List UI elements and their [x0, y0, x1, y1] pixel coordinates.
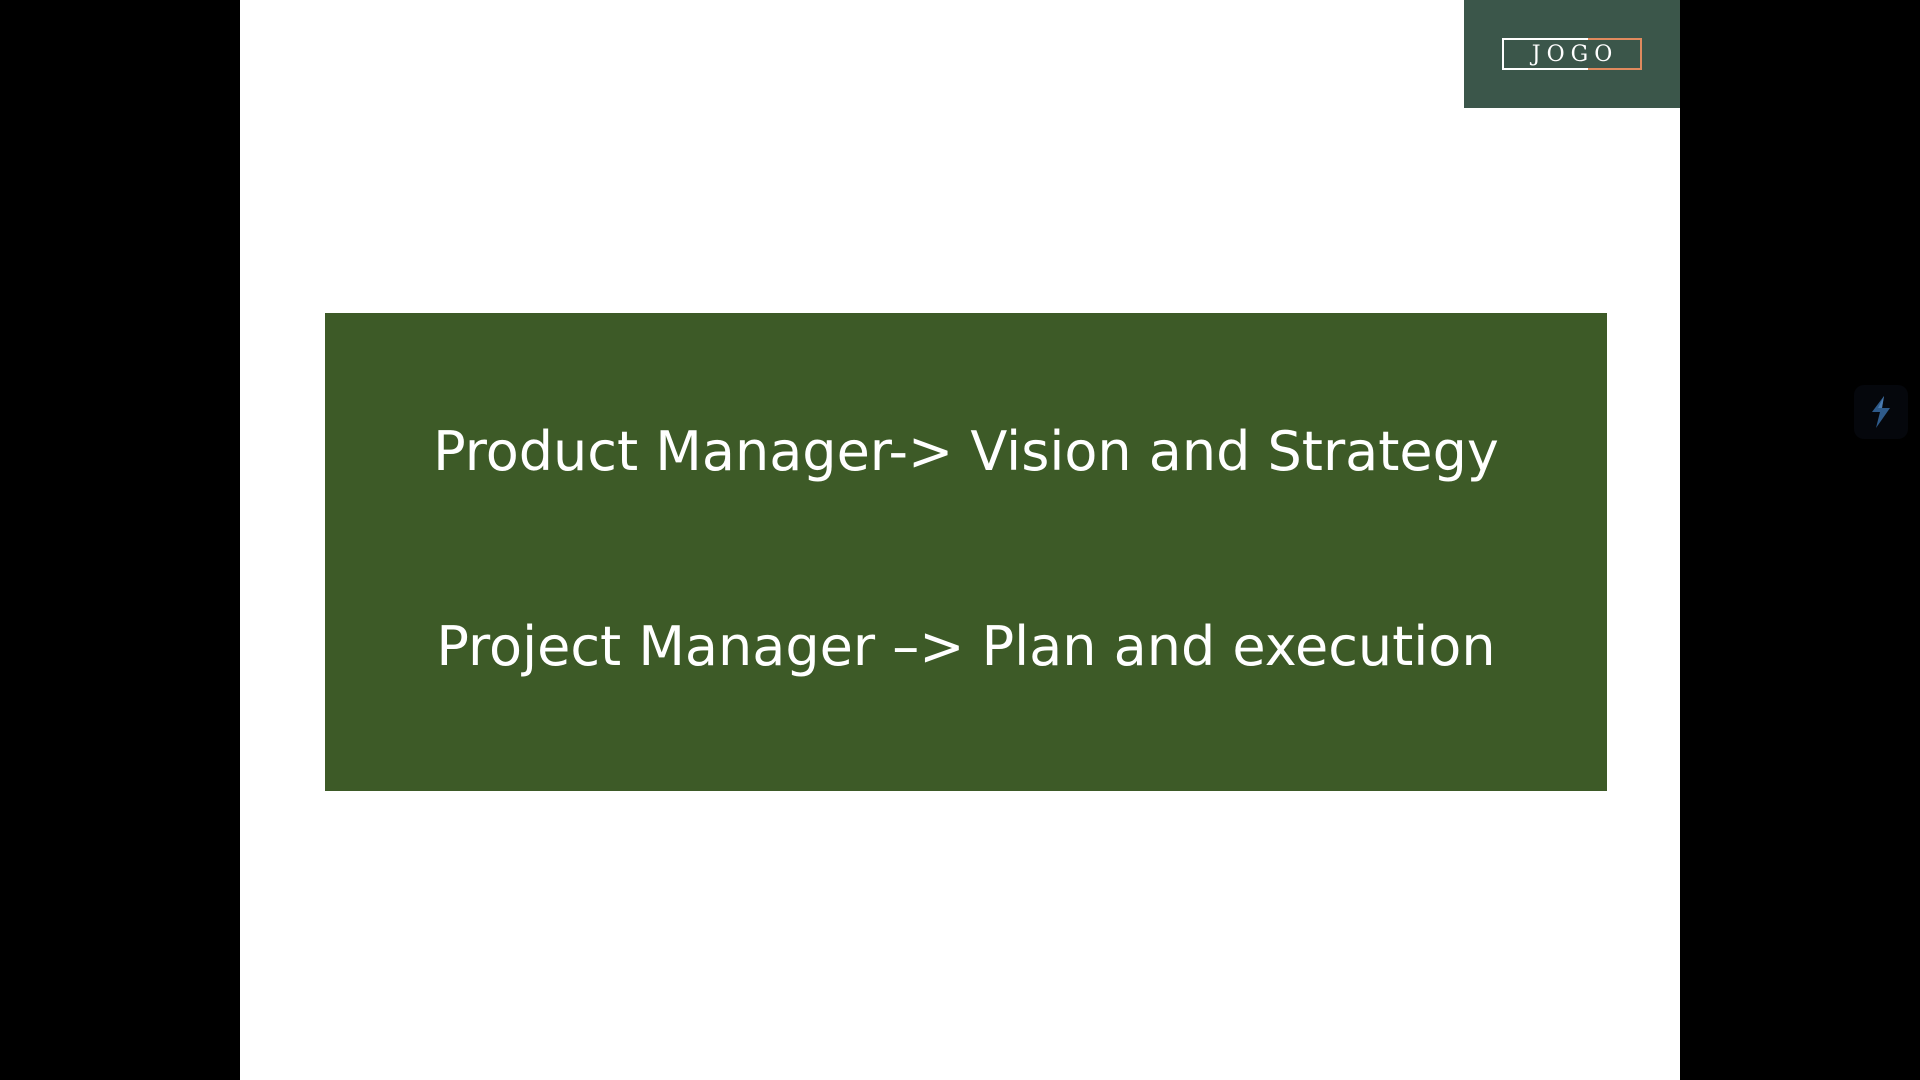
logo-frame: JOGO — [1502, 38, 1642, 70]
lightning-app-icon — [1872, 396, 1890, 428]
product-manager-line: Product Manager-> Vision and Strategy — [433, 420, 1499, 483]
project-manager-line: Project Manager –> Plan and execution — [436, 615, 1496, 678]
presentation-slide: JOGO Product Manager-> Vision and Strate… — [240, 0, 1680, 1080]
floating-app-button[interactable] — [1854, 385, 1908, 439]
jogo-logo: JOGO — [1464, 0, 1680, 108]
logo-text: JOGO — [1531, 41, 1619, 67]
content-box: Product Manager-> Vision and Strategy Pr… — [325, 313, 1607, 791]
